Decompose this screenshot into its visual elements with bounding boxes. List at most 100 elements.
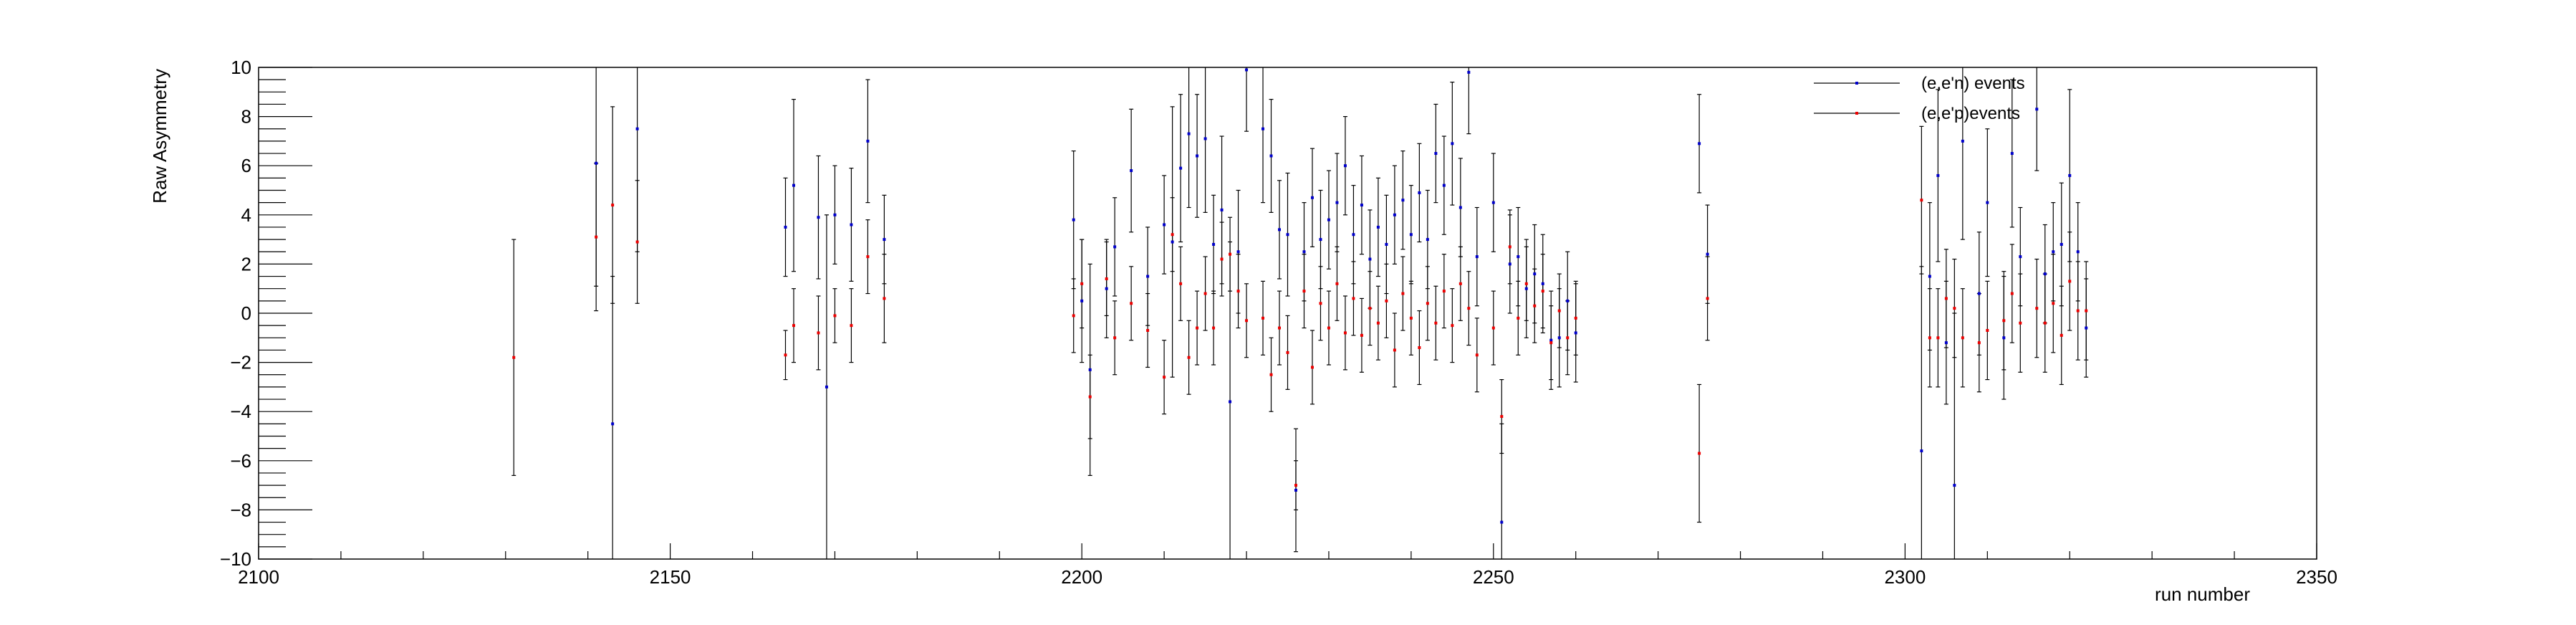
data-point-een — [1524, 287, 1528, 290]
data-point-een — [1557, 336, 1561, 340]
data-point-eep — [1146, 329, 1150, 333]
y-tick-label: −4 — [230, 401, 251, 422]
data-point-eep — [2043, 321, 2047, 325]
data-point-een — [1286, 233, 1289, 237]
data-point-eep — [635, 240, 639, 244]
data-point-eep — [1335, 282, 1339, 285]
data-point-een — [1080, 299, 1084, 302]
y-tick-label: −6 — [230, 450, 251, 472]
data-point-een — [635, 127, 639, 130]
data-point-een — [1072, 218, 1075, 221]
data-point-eep — [1986, 329, 1989, 333]
data-point-eep — [1385, 299, 1388, 302]
data-point-eep — [1442, 290, 1446, 293]
y-tick-label: 4 — [241, 204, 251, 226]
data-point-een — [1706, 252, 1709, 256]
data-point-eep — [2076, 309, 2080, 312]
data-point-eep — [1491, 326, 1495, 330]
y-tick-label: 6 — [241, 155, 251, 176]
data-point-een — [1203, 137, 1207, 140]
data-point-eep — [2019, 321, 2022, 325]
data-point-een — [1261, 127, 1265, 130]
data-point-een — [1327, 218, 1330, 221]
y-tick-label: 2 — [241, 253, 251, 275]
data-point-eep — [1566, 336, 1570, 340]
data-point-een — [817, 216, 820, 219]
data-point-eep — [1977, 341, 1981, 345]
data-point-een — [1343, 164, 1347, 168]
data-point-een — [1549, 338, 1553, 342]
data-point-een — [850, 223, 853, 226]
data-point-eep — [1286, 350, 1289, 354]
data-point-eep — [595, 235, 598, 239]
data-point-eep — [1310, 366, 1314, 369]
data-point-eep — [1245, 319, 1249, 323]
data-point-een — [1105, 287, 1108, 290]
data-point-een — [1163, 223, 1166, 226]
data-point-eep — [1212, 326, 1216, 330]
data-point-een — [1113, 245, 1117, 249]
data-point-een — [1352, 233, 1355, 237]
data-point-eep — [1574, 316, 1577, 320]
data-point-een — [1171, 240, 1174, 244]
data-point-een — [1533, 272, 1537, 276]
data-point-eep — [1500, 415, 1504, 419]
data-point-eep — [1698, 452, 1701, 455]
data-point-eep — [1920, 199, 1923, 202]
data-point-eep — [1352, 297, 1355, 300]
data-point-een — [1986, 201, 1989, 204]
data-point-een — [1179, 166, 1183, 170]
data-point-eep — [1294, 484, 1297, 487]
data-point-eep — [1261, 316, 1265, 320]
data-point-een — [1936, 173, 1940, 177]
data-point-eep — [1327, 326, 1330, 330]
data-point-een — [866, 139, 870, 143]
y-tick-label: −2 — [230, 352, 251, 373]
data-point-een — [1458, 206, 1462, 209]
data-point-een — [1574, 331, 1577, 335]
data-point-eep — [1936, 336, 1940, 340]
data-point-een — [595, 161, 598, 165]
data-point-een — [825, 385, 828, 388]
data-point-een — [611, 422, 615, 426]
data-point-een — [1409, 233, 1413, 237]
data-point-een — [1310, 196, 1314, 199]
data-point-eep — [1105, 277, 1108, 280]
data-point-eep — [1113, 336, 1117, 340]
data-point-een — [1467, 70, 1471, 74]
data-point-eep — [1401, 292, 1405, 295]
data-point-een — [1146, 275, 1150, 278]
legend: (e,e'n) events (e,e'p)events — [1814, 74, 2025, 123]
data-point-een — [1434, 152, 1438, 156]
data-point-een — [1961, 139, 1964, 143]
data-point-eep — [1524, 282, 1528, 285]
data-point-eep — [1360, 333, 1363, 337]
data-point-een — [2052, 250, 2055, 254]
data-point-een — [883, 238, 886, 242]
data-point-een — [1566, 299, 1570, 302]
y-tick-label: 10 — [231, 57, 251, 78]
data-point-eep — [792, 324, 795, 328]
data-point-een — [1442, 183, 1446, 187]
data-point-eep — [2085, 309, 2088, 312]
data-point-een — [1360, 204, 1363, 207]
data-point-eep — [1278, 326, 1282, 330]
data-point-een — [1393, 213, 1396, 216]
data-point-eep — [2052, 302, 2055, 305]
data-point-eep — [1451, 324, 1454, 328]
data-point-eep — [1302, 290, 1306, 293]
data-point-eep — [1196, 326, 1199, 330]
legend-label-eep: (e,e'p)events — [1921, 104, 2020, 123]
data-point-eep — [1475, 353, 1479, 357]
data-point-eep — [1549, 341, 1553, 345]
data-point-eep — [1163, 376, 1166, 379]
data-point-eep — [1434, 321, 1438, 325]
data-point-een — [1376, 225, 1380, 229]
data-point-eep — [1130, 302, 1133, 305]
legend-label-een: (e,e'n) events — [1921, 74, 2025, 93]
data-point-eep — [2010, 292, 2014, 295]
data-point-eep — [1187, 356, 1191, 359]
data-markers — [512, 68, 2088, 524]
data-point-eep — [1319, 302, 1322, 305]
data-point-eep — [1072, 314, 1075, 318]
